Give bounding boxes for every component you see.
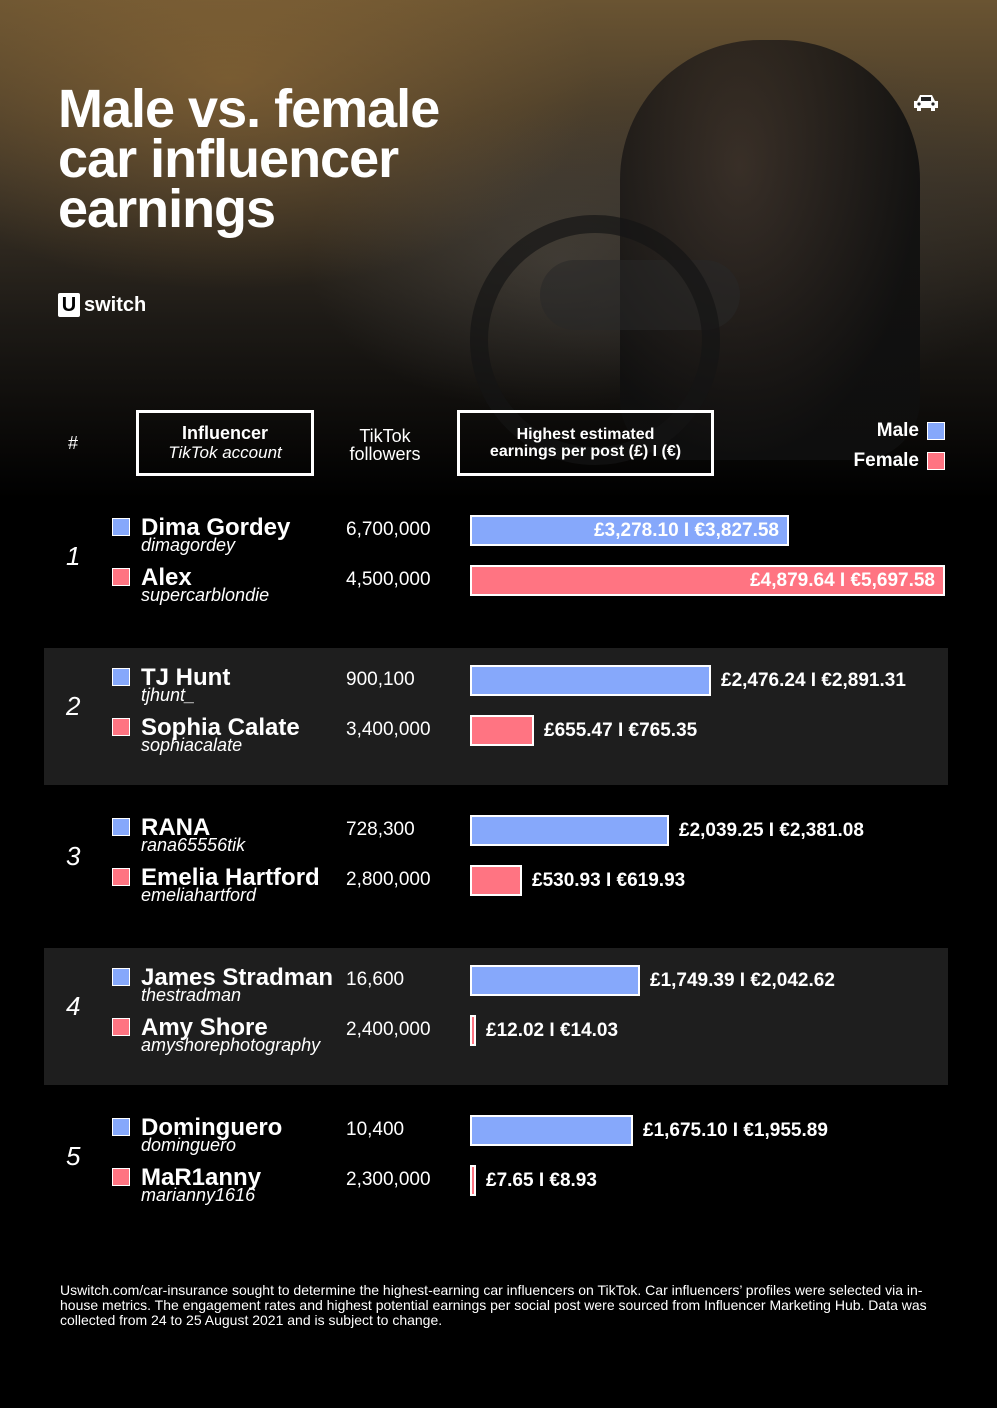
rank-number: 4 (66, 991, 81, 1021)
title-line-2: car influencer (58, 129, 399, 189)
logo-wordmark: switch (84, 293, 147, 316)
rank-number: 5 (66, 1141, 81, 1171)
gender-swatch (112, 868, 130, 886)
influencer-name: Amy Shore (141, 1014, 268, 1041)
follower-count: 6,700,000 (346, 519, 431, 540)
uswitch-logo: U switch (58, 293, 146, 317)
earnings-bar (470, 965, 640, 996)
earnings-bar (470, 815, 669, 846)
earnings-label: £655.47 I €765.35 (544, 720, 698, 741)
followers-header: TikTok followers (335, 427, 435, 463)
earnings-bar (470, 565, 945, 596)
earnings-label: £4,879.64 I €5,697.58 (750, 570, 935, 591)
rank-header: # (68, 433, 79, 453)
earnings-bar (470, 1165, 476, 1196)
earnings-label: £530.93 I €619.93 (532, 870, 686, 891)
legend-female-swatch (927, 452, 945, 470)
rank-number: 1 (66, 541, 81, 571)
earnings-header: Highest estimated earnings per post (£) … (457, 410, 714, 476)
legend: Male Female (854, 416, 945, 476)
earnings-bar (470, 515, 789, 546)
gender-swatch (112, 1018, 130, 1036)
earnings-header-line-2: earnings per post (£) I (€) (489, 443, 682, 460)
follower-count: 10,400 (346, 1119, 405, 1140)
earnings-bar (470, 1115, 633, 1146)
gender-swatch (112, 1118, 130, 1136)
influencer-name: RANA (141, 814, 211, 841)
influencer-handle: dominguero (141, 1135, 237, 1155)
influencer-handle: rana65556tik (141, 835, 246, 855)
influencer-handle: dimagordey (141, 535, 236, 555)
page-title: Male vs. female car influencer earnings (58, 79, 440, 239)
rank-number: 2 (66, 691, 81, 721)
influencer-name: Dima Gordey (141, 514, 291, 541)
earnings-label: £2,476.24 I €2,891.31 (721, 670, 906, 691)
footnote: Uswitch.com/car-insurance sought to dete… (60, 1282, 927, 1328)
influencer-handle: sophiacalate (141, 735, 243, 755)
follower-count: 16,600 (346, 969, 405, 990)
legend-male-swatch (927, 422, 945, 440)
follower-count: 4,500,000 (346, 569, 431, 590)
influencer-header-title: Influencer (181, 423, 269, 443)
legend-female: Female (854, 446, 945, 476)
follower-count: 728,300 (346, 819, 415, 840)
gender-swatch (112, 1168, 130, 1186)
influencer-name: Alex (141, 564, 192, 591)
legend-male-label: Male (876, 420, 919, 441)
title-line-3: earnings (58, 179, 276, 239)
earnings-label: £12.02 I €14.03 (486, 1020, 619, 1041)
influencer-header-subtitle: TikTok account (168, 443, 282, 462)
influencer-name: Emelia Hartford (141, 864, 320, 891)
car-icon (914, 95, 938, 111)
gender-swatch (112, 568, 130, 586)
gender-swatch (112, 818, 130, 836)
gender-swatch (112, 718, 130, 736)
influencer-handle: thestradman (141, 985, 242, 1005)
influencer-handle: amyshorephotography (141, 1035, 321, 1055)
influencer-handle: supercarblondie (141, 585, 270, 605)
followers-header-line-1: TikTok (359, 426, 411, 446)
earnings-label: £7.65 I €8.93 (486, 1170, 597, 1191)
rank-number: 3 (66, 841, 81, 871)
legend-female-label: Female (853, 450, 919, 471)
earnings-label: £2,039.25 I €2,381.08 (679, 820, 864, 841)
influencer-name: TJ Hunt (141, 664, 231, 691)
influencer-handle: marianny1616 (141, 1185, 256, 1205)
influencer-handle: tjhunt_ (141, 685, 196, 705)
earnings-bar (470, 865, 522, 896)
logo-mark: U (58, 293, 80, 317)
follower-count: 900,100 (346, 669, 415, 690)
gender-swatch (112, 968, 130, 986)
gender-swatch (112, 518, 130, 536)
earnings-label: £1,675.10 I €1,955.89 (643, 1120, 828, 1141)
title-line-1: Male vs. female (58, 79, 440, 139)
earnings-bar (470, 715, 534, 746)
earnings-bar (470, 665, 711, 696)
earnings-header-line-1: Highest estimated (516, 426, 655, 443)
follower-count: 2,300,000 (346, 1169, 431, 1190)
follower-count: 2,400,000 (346, 1019, 431, 1040)
followers-header-line-2: followers (349, 444, 421, 464)
legend-male: Male (854, 416, 945, 446)
earnings-label: £3,278.10 I €3,827.58 (594, 520, 779, 541)
earnings-label: £1,749.39 I €2,042.62 (650, 970, 835, 991)
earnings-bar (470, 1015, 476, 1046)
influencer-name: Dominguero (141, 1114, 283, 1141)
gender-swatch (112, 668, 130, 686)
influencer-name: Sophia Calate (141, 714, 300, 741)
follower-count: 2,800,000 (346, 869, 431, 890)
influencer-header: Influencer TikTok account (136, 410, 314, 476)
influencer-name: James Stradman (141, 964, 334, 991)
influencer-name: MaR1anny (141, 1164, 262, 1191)
influencer-handle: emeliahartford (141, 885, 257, 905)
follower-count: 3,400,000 (346, 719, 431, 740)
